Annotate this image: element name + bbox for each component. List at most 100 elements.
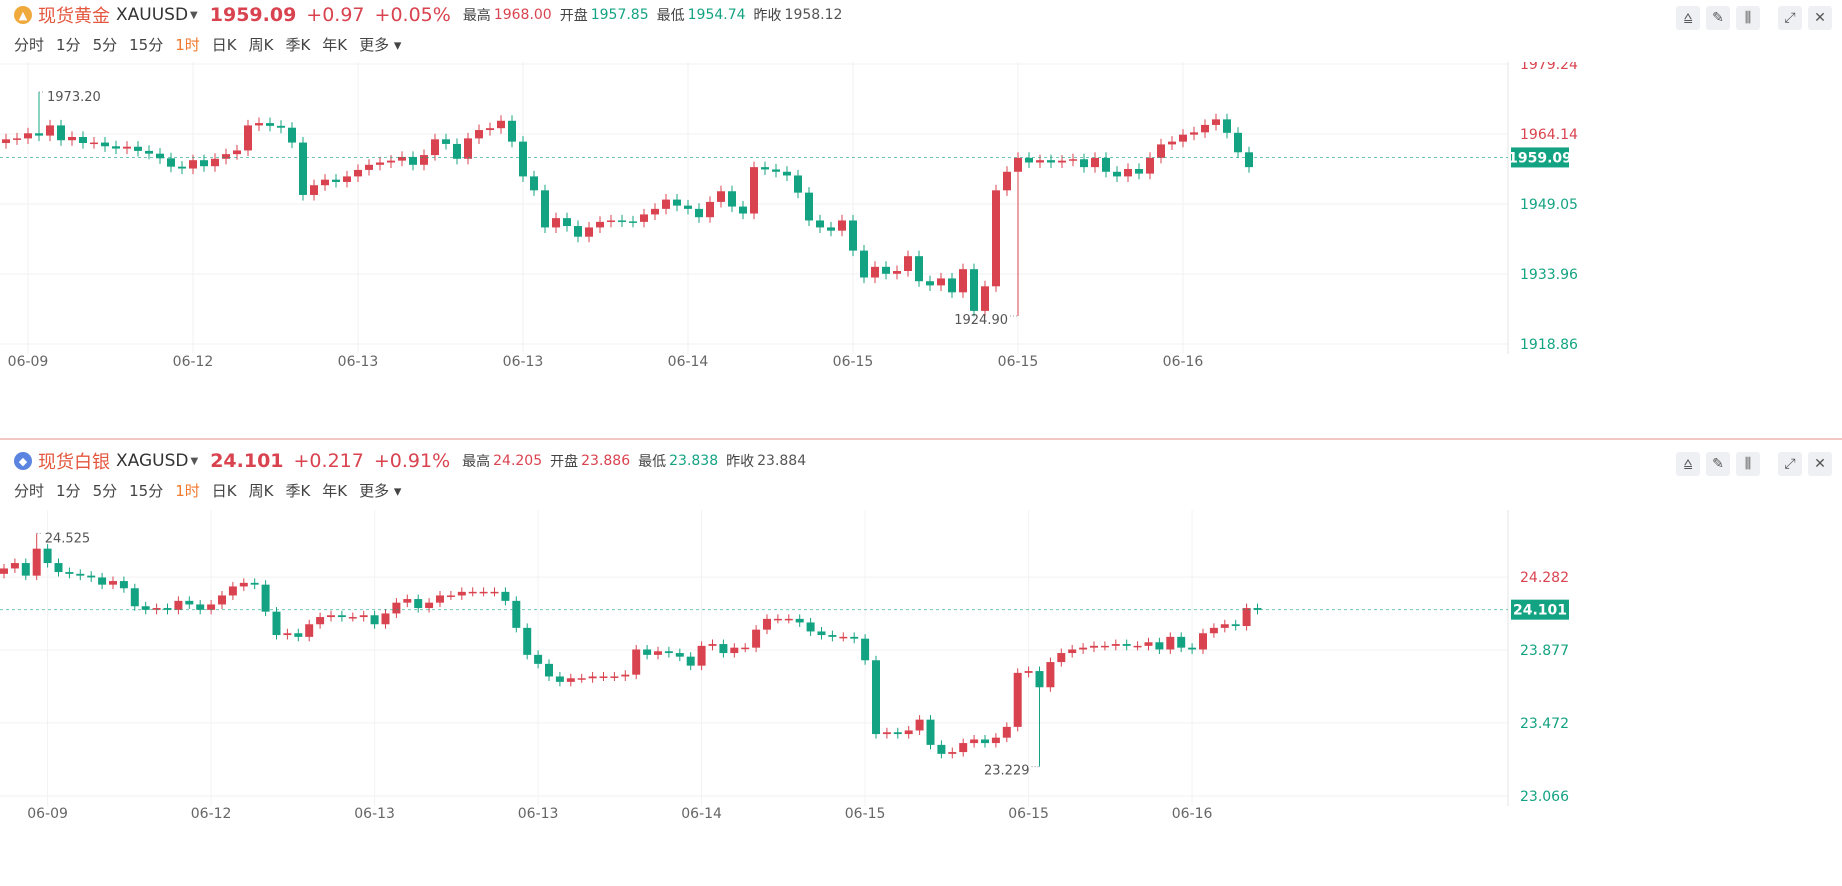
candle-body — [222, 154, 230, 159]
candle-body — [599, 676, 608, 678]
candle-body — [1135, 168, 1143, 174]
draw-icon[interactable]: ✎ — [1706, 6, 1730, 30]
candle-body — [112, 146, 120, 149]
period-tab[interactable]: 1分 — [56, 482, 81, 500]
candle-body — [98, 577, 107, 585]
stat-value-open: 23.886 — [581, 453, 631, 469]
period-tab[interactable]: 1时 — [175, 482, 200, 500]
candle-body — [46, 125, 54, 136]
draw-icon[interactable]: ✎ — [1706, 452, 1730, 476]
candle-body — [167, 158, 175, 167]
candle-body — [926, 281, 934, 286]
period-tab[interactable]: 周K — [248, 36, 274, 54]
candle-body — [512, 600, 521, 628]
period-tab[interactable]: 季K — [285, 482, 311, 500]
period-tab[interactable]: 5分 — [92, 482, 118, 500]
candle-body — [1079, 647, 1088, 650]
candle-body — [109, 581, 117, 585]
x-tick-label: 06-14 — [681, 806, 722, 822]
stat-value-prev-close: 23.884 — [757, 453, 807, 469]
candle-body — [1035, 671, 1044, 688]
candle-body — [991, 737, 1000, 744]
indicator-icon[interactable]: ⩠ — [1676, 6, 1700, 30]
chevron-down-icon[interactable]: ▼ — [190, 455, 199, 467]
candle-body — [730, 647, 739, 654]
period-tab[interactable]: 15分 — [129, 36, 164, 54]
candle-body — [860, 250, 868, 278]
period-tab[interactable]: 分时 — [14, 36, 45, 54]
period-tab[interactable]: 年K — [322, 36, 348, 54]
period-tab[interactable]: 日K — [211, 36, 237, 54]
period-tab[interactable]: 5分 — [92, 36, 118, 54]
candle-body — [1201, 124, 1209, 133]
candle-body — [706, 201, 714, 218]
expand-icon[interactable]: ⤢ — [1778, 6, 1802, 30]
candle-body — [545, 663, 553, 677]
y-tick-label: 24.688 — [1520, 510, 1569, 513]
candle-body — [288, 127, 296, 143]
candle-body — [893, 732, 902, 735]
stat-value-low: 1954.74 — [687, 7, 746, 23]
instrument-symbol[interactable]: XAUUSD — [116, 5, 189, 25]
expand-icon[interactable]: ⤢ — [1778, 452, 1802, 476]
candle-body — [1166, 636, 1175, 650]
period-tab[interactable]: 分时 — [14, 482, 45, 500]
candle-body — [21, 563, 30, 576]
period-tab[interactable]: 更多 ▾ — [359, 482, 402, 500]
candle-body — [621, 674, 630, 677]
chevron-down-icon[interactable]: ▼ — [190, 9, 198, 21]
candle-body — [348, 617, 357, 619]
instrument-symbol[interactable]: XAGUSD — [116, 451, 189, 471]
candle-body — [948, 752, 957, 754]
candle-body — [607, 220, 615, 222]
candle-body — [1199, 633, 1207, 650]
candle-body — [343, 176, 351, 182]
gold-candlestick-chart[interactable]: 1973.20 1924.90 1959.09 1979.24 1964.14 1949.… — [0, 62, 1842, 438]
candle-body — [327, 615, 335, 618]
period-tab[interactable]: 年K — [322, 482, 348, 500]
candle-body — [163, 608, 172, 610]
candle-body — [534, 654, 543, 664]
period-tab[interactable]: 周K — [248, 482, 274, 500]
instrument-name[interactable]: 现货黄金 — [38, 6, 110, 27]
candle-body — [294, 633, 303, 637]
candle-body — [370, 615, 379, 625]
period-tab[interactable]: 季K — [285, 36, 311, 54]
candle-body — [409, 156, 417, 165]
candle-body — [1168, 141, 1176, 145]
close-icon[interactable]: ✕ — [1808, 452, 1832, 476]
x-tick-label: 06-12 — [173, 354, 214, 370]
close-icon[interactable]: ✕ — [1808, 6, 1832, 30]
stat-label: 最低 — [656, 8, 685, 24]
candle-body — [563, 218, 571, 227]
stat-value-open: 1957.85 — [590, 7, 649, 23]
period-tab[interactable]: 日K — [211, 482, 237, 500]
quote-header: ▲ 现货黄金 XAUUSD ▼ 1959.09 +0.97 +0.05% 最高 1… — [14, 4, 850, 27]
period-tab[interactable]: 更多 ▾ — [359, 36, 402, 54]
candle-body — [1133, 645, 1142, 648]
period-tab[interactable]: 1时 — [175, 36, 200, 54]
candle-body — [981, 286, 989, 311]
period-tab[interactable]: 15分 — [129, 482, 164, 500]
candle-body — [1058, 160, 1066, 163]
candle-body — [436, 595, 444, 603]
candle-body — [57, 125, 65, 141]
silver-panel: ◆ 现货白银 XAGUSD ▼ 24.101 +0.217 +0.91% 最高 2… — [0, 446, 1842, 886]
candle-style-icon[interactable]: ⫼ — [1736, 452, 1760, 476]
period-tab[interactable]: 1分 — [56, 36, 81, 54]
candle-body — [719, 644, 728, 654]
candle-body — [1069, 159, 1077, 161]
indicator-icon[interactable]: ⩠ — [1676, 452, 1700, 476]
last-price: 24.101 — [210, 450, 284, 472]
period-tabs: 分时 1分 5分 15分 1时 日K 周K 季K 年K 更多 ▾ — [14, 480, 413, 501]
candle-body — [806, 622, 815, 632]
candle-style-icon[interactable]: ⫼ — [1736, 6, 1760, 30]
candle-body — [1177, 636, 1186, 648]
silver-candlestick-chart[interactable]: 24.525 23.229 24.101 24.688 24.282 23.877 23.4… — [0, 510, 1842, 886]
candle-body — [1091, 157, 1099, 168]
candle-body — [508, 120, 516, 142]
stat-label: 最低 — [638, 454, 667, 470]
candle-body — [299, 142, 307, 195]
instrument-name[interactable]: 现货白银 — [38, 452, 110, 473]
candle-body — [1242, 608, 1251, 627]
